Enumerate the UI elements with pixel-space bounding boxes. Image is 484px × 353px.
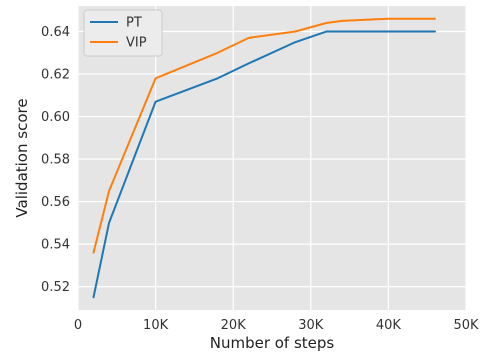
y-tick-label: 0.56 [41, 195, 70, 210]
y-tick-label: 0.60 [41, 110, 70, 125]
legend-label-vip: VIP [126, 36, 147, 51]
y-tick-label: 0.62 [41, 68, 70, 83]
plot-background [78, 6, 466, 310]
y-axis-ticks: 0.52 0.54 0.56 0.58 0.60 0.62 0.64 [41, 25, 70, 295]
series-line-vip [92, 17, 436, 254]
series-layer [92, 17, 436, 299]
legend: PT VIP [83, 9, 163, 57]
legend-label-pt: PT [126, 16, 142, 31]
x-tick-label: 30K [298, 318, 324, 333]
x-tick-label: 0 [74, 318, 82, 333]
x-tick-label: 40K [376, 318, 402, 333]
y-tick-label: 0.52 [41, 280, 70, 295]
x-axis-label: Number of steps [210, 334, 335, 352]
x-tick-label: 50K [453, 318, 479, 333]
series-line-pt [92, 30, 436, 299]
y-axis-label: Validation score [13, 98, 31, 217]
x-tick-label: 20K [221, 318, 247, 333]
grid-lines [77, 6, 467, 310]
x-tick-label: 10K [143, 318, 169, 333]
y-tick-label: 0.64 [41, 25, 70, 40]
legend-box [83, 9, 163, 57]
y-tick-label: 0.54 [41, 238, 70, 253]
y-tick-label: 0.58 [41, 153, 70, 168]
x-axis-ticks: 0 10K 20K 30K 40K 50K [74, 318, 479, 333]
